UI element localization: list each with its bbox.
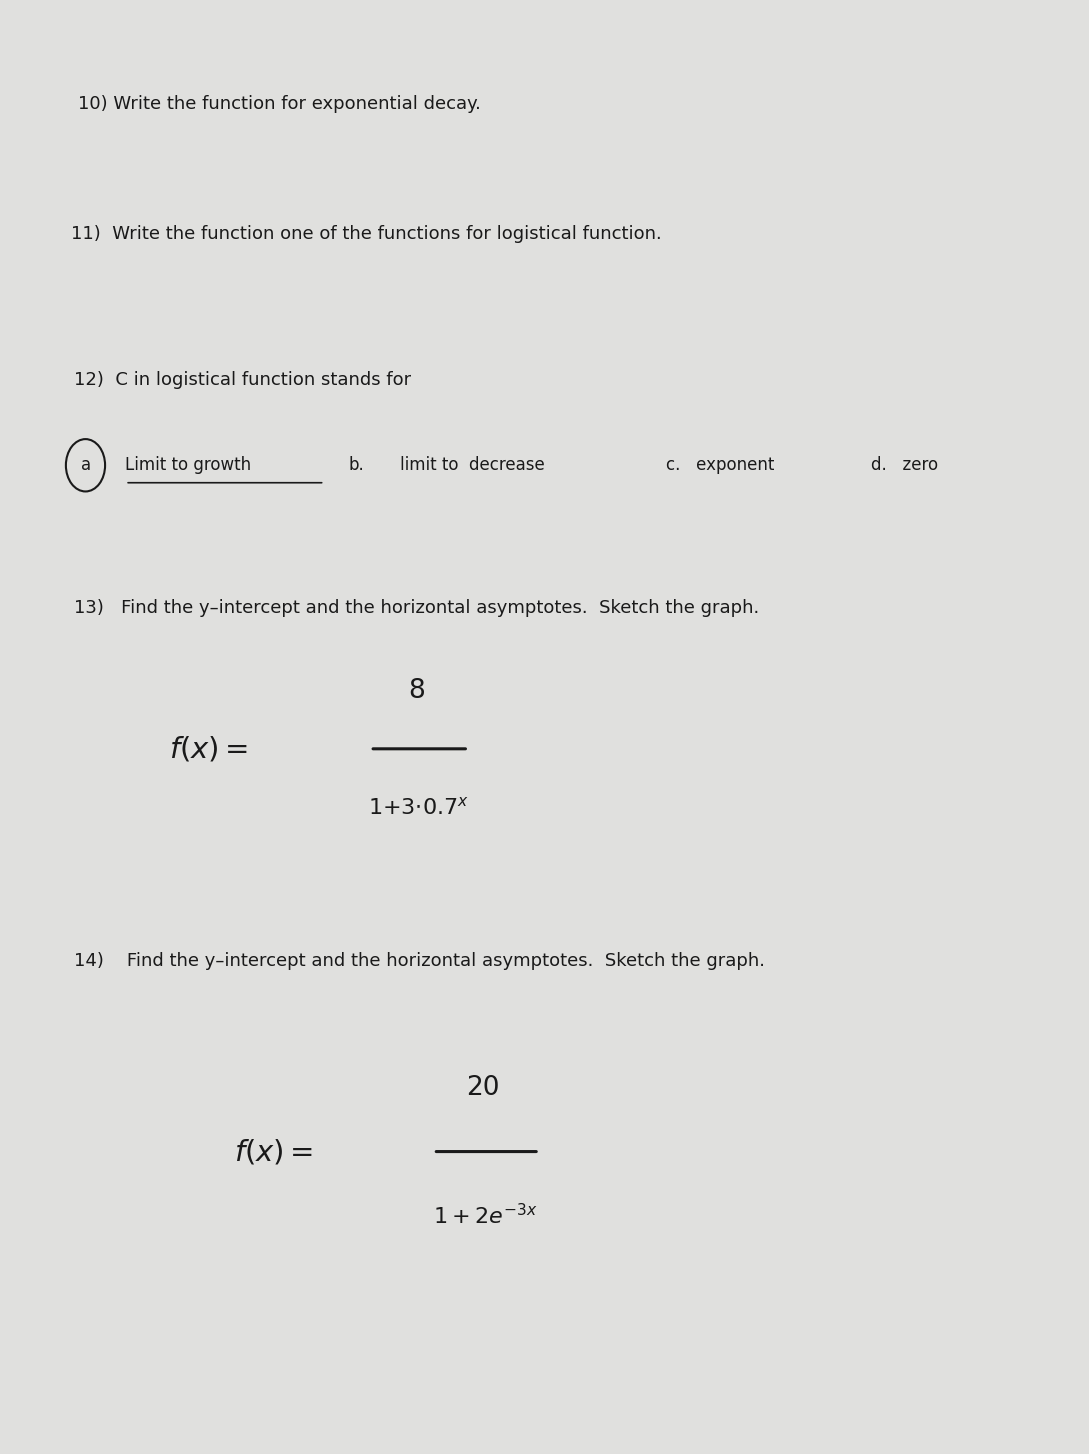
Text: 8: 8 <box>408 678 426 704</box>
Text: 11)  Write the function one of the functions for logistical function.: 11) Write the function one of the functi… <box>71 225 661 243</box>
Text: 14)    Find the y–intercept and the horizontal asymptotes.  Sketch the graph.: 14) Find the y–intercept and the horizon… <box>74 952 766 970</box>
Text: limit to  decrease: limit to decrease <box>400 457 544 474</box>
Text: 12)  C in logistical function stands for: 12) C in logistical function stands for <box>74 371 412 388</box>
Text: $1{+}3{\cdot}0.7^x$: $1{+}3{\cdot}0.7^x$ <box>368 795 468 819</box>
Text: $1+2e^{-3x}$: $1+2e^{-3x}$ <box>433 1202 538 1229</box>
Text: b.: b. <box>348 457 364 474</box>
Text: a: a <box>81 457 91 474</box>
Text: d.   zero: d. zero <box>871 457 939 474</box>
Text: $f(x) =$: $f(x) =$ <box>169 734 248 763</box>
Text: $f(x) =$: $f(x) =$ <box>234 1137 314 1166</box>
Text: Limit to growth: Limit to growth <box>125 457 252 474</box>
Text: 20: 20 <box>466 1075 499 1101</box>
Text: c.   exponent: c. exponent <box>666 457 775 474</box>
Text: 10) Write the function for exponential decay.: 10) Write the function for exponential d… <box>78 95 481 112</box>
Text: 13)   Find the y–intercept and the horizontal asymptotes.  Sketch the graph.: 13) Find the y–intercept and the horizon… <box>74 599 759 616</box>
